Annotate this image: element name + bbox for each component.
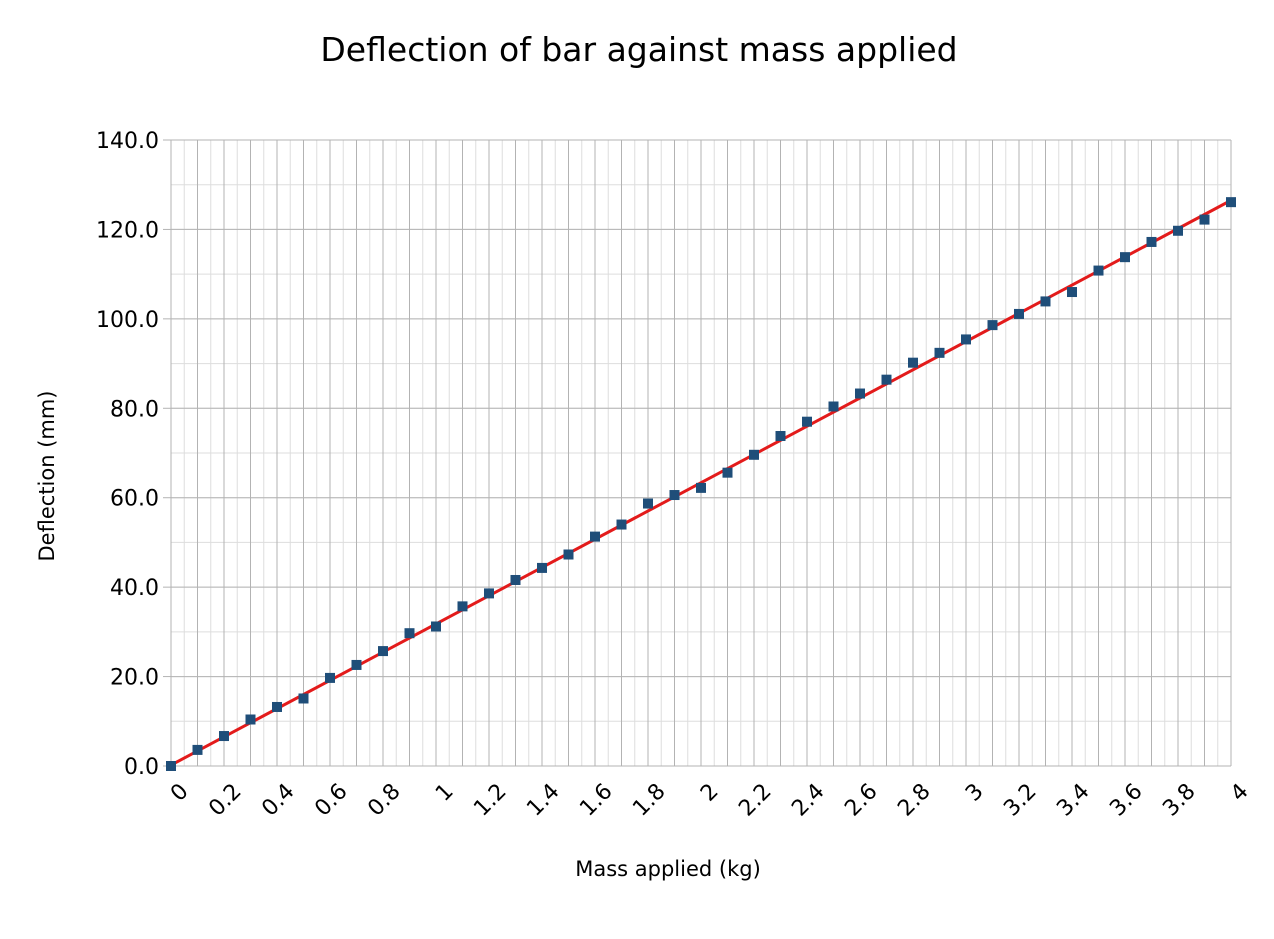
data-point	[802, 416, 812, 427]
trendline-layer	[170, 199, 1232, 767]
data-point	[1226, 197, 1236, 208]
data-point	[1040, 296, 1051, 307]
data-point	[590, 531, 600, 542]
x-axis-title: Mass applied (kg)	[575, 857, 761, 881]
y-tick-label: 20.0	[110, 666, 159, 691]
major-gridlines	[163, 139, 1232, 767]
data-point	[934, 347, 945, 358]
data-point	[775, 431, 786, 442]
data-point	[669, 490, 680, 501]
data-point	[881, 374, 892, 385]
data-point	[325, 672, 335, 683]
x-tick-label: 3.4	[1052, 779, 1094, 821]
x-tick-label: 3.2	[999, 779, 1041, 821]
x-tick-label: 3	[961, 779, 989, 807]
data-point	[484, 588, 494, 599]
data-point	[404, 628, 415, 639]
x-tick-label: 1.6	[575, 779, 617, 821]
data-point	[1120, 252, 1130, 263]
data-point	[192, 744, 203, 755]
data-point	[219, 731, 229, 742]
x-tick-label: 2.6	[840, 779, 882, 821]
data-point	[1199, 214, 1210, 225]
data-point	[1067, 287, 1077, 298]
y-tick-label: 40.0	[110, 576, 159, 601]
data-point	[563, 549, 574, 560]
y-tick-label: 0.0	[124, 755, 159, 780]
y-tick-label: 80.0	[110, 397, 159, 422]
x-tick-label: 3.8	[1158, 779, 1200, 821]
data-point	[749, 449, 759, 460]
y-tick-label: 120.0	[96, 218, 159, 243]
x-tick-label: 2.4	[787, 779, 829, 821]
data-point	[961, 334, 971, 345]
y-axis-tick-labels: 0.0 20.0 40.0 60.0 80.0 100.0 120.0 140.0	[96, 129, 159, 780]
x-tick-label: 3.6	[1105, 779, 1147, 821]
data-point	[1173, 225, 1183, 236]
trendline	[170, 199, 1232, 767]
data-point	[1093, 265, 1104, 276]
x-tick-label: 2.2	[734, 779, 776, 821]
data-point	[643, 498, 653, 509]
data-point	[987, 320, 998, 331]
x-tick-label: 4	[1226, 779, 1254, 807]
x-tick-label: 0.6	[310, 779, 352, 821]
data-point	[351, 659, 362, 670]
data-point	[696, 482, 706, 493]
x-tick-label: 2.8	[893, 779, 935, 821]
data-point	[537, 562, 547, 573]
data-points-layer	[166, 197, 1236, 771]
x-tick-label: 0	[166, 779, 194, 807]
data-point	[616, 519, 627, 530]
x-tick-label: 1	[431, 779, 459, 807]
x-tick-label: 0.4	[257, 779, 299, 821]
data-point	[378, 646, 388, 657]
x-tick-label: 1.2	[469, 779, 511, 821]
data-point	[431, 621, 441, 632]
data-point	[510, 574, 521, 585]
data-point	[855, 388, 865, 399]
data-point	[828, 401, 839, 412]
data-point	[1014, 308, 1024, 319]
x-tick-label: 1.8	[628, 779, 670, 821]
data-point	[298, 693, 309, 704]
x-tick-label: 1.4	[522, 779, 564, 821]
chart-title: Deflection of bar against mass applied	[320, 30, 958, 69]
x-axis-tick-labels: 0 0.2 0.4 0.6 0.8 1 1.2 1.4 1.6 1.8 2 2.2 2.4 2.6 2.8 3…	[166, 779, 1254, 821]
data-point	[722, 467, 733, 478]
data-point	[166, 761, 176, 771]
x-tick-label: 2	[696, 779, 724, 807]
y-tick-label: 60.0	[110, 487, 159, 512]
data-point	[457, 601, 468, 612]
y-axis-title: Deflection (mm)	[35, 391, 59, 562]
data-point	[272, 701, 282, 712]
y-tick-label: 140.0	[96, 129, 159, 154]
x-tick-label: 0.8	[363, 779, 405, 821]
data-point	[245, 714, 256, 725]
x-tick-label: 0.2	[204, 779, 246, 821]
data-point	[908, 357, 918, 368]
y-tick-label: 100.0	[96, 308, 159, 333]
data-point	[1146, 236, 1157, 247]
